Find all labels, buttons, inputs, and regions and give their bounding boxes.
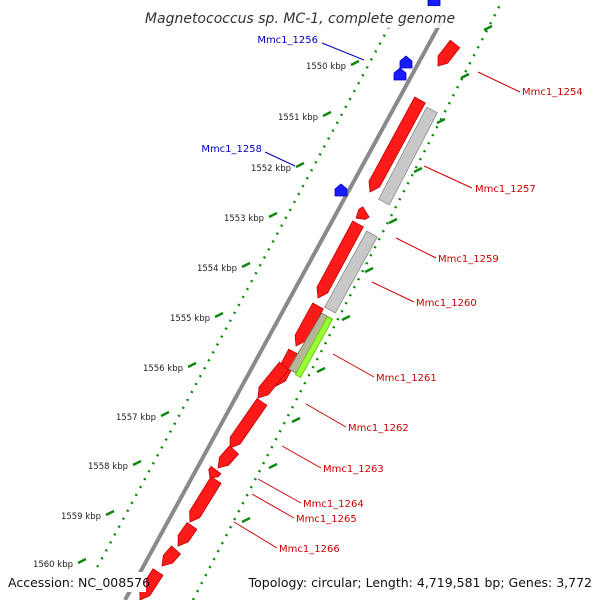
gene-label[interactable]: Mmc1_1257 <box>475 184 536 195</box>
gene-track <box>139 0 461 600</box>
reverse-gene-arrow <box>208 465 222 479</box>
gene-label[interactable]: Mmc1_1256 <box>257 35 318 46</box>
gene-label-leader <box>257 478 302 504</box>
footer-backdrop-left <box>4 572 146 592</box>
gene-label[interactable]: Mmc1_1261 <box>376 373 437 384</box>
reverse-gene-arrow <box>161 545 182 567</box>
kbp-tick-label: 1557 kbp <box>116 413 156 423</box>
gene-label-leader <box>305 403 347 428</box>
kbp-tick-label: 1555 kbp <box>170 314 210 324</box>
inner-tick-ring <box>191 4 502 600</box>
kbp-tick-mark <box>187 361 197 369</box>
gene-labels: Mmc1_1256 Mmc1_1258 Mmc1_1254 Mmc1_1257 Mmc1… <box>201 35 582 555</box>
inner-tick-mark <box>268 462 278 470</box>
kbp-tick-mark <box>214 311 224 319</box>
reverse-gene-arrow <box>355 206 370 220</box>
pseudo-gene-arrow <box>324 230 378 314</box>
reverse-gene-arrow <box>257 361 290 399</box>
rna-gene-arrow <box>427 0 441 7</box>
kbp-tick-mark <box>268 211 278 219</box>
inner-tick-mark <box>436 117 446 125</box>
rna-gene-arrow <box>334 183 348 197</box>
gene-label[interactable]: Mmc1_1263 <box>323 464 384 475</box>
gene-label-leader <box>395 237 437 259</box>
rna-gene-arrow <box>393 67 407 81</box>
reverse-gene-arrow <box>229 398 268 449</box>
gene-label-leader <box>264 151 296 167</box>
gene-label[interactable]: Mmc1_1264 <box>303 499 364 510</box>
reverse-gene-arrow <box>217 445 240 469</box>
kbp-tick-label: 1558 kbp <box>88 462 128 472</box>
reverse-gene-arrow <box>294 302 324 347</box>
kbp-tick-label: 1556 kbp <box>143 364 183 374</box>
map-title: Magnetococcus sp. MC-1, complete genome <box>145 11 455 27</box>
pseudo-gene-arrow <box>378 106 438 206</box>
genome-backbone <box>123 19 444 600</box>
gene-arrow-mmc1-1254 <box>437 39 461 67</box>
gene-label[interactable]: Mmc1_1260 <box>416 298 477 309</box>
gene-label[interactable]: Mmc1_1258 <box>201 144 262 155</box>
gene-label[interactable]: Mmc1_1262 <box>348 423 409 434</box>
gene-label[interactable]: Mmc1_1265 <box>296 514 357 525</box>
footer-backdrop-right <box>258 572 596 592</box>
kbp-tick-label: 1550 kbp <box>306 62 346 72</box>
kbp-tick-mark <box>132 459 142 467</box>
inner-tick-mark <box>413 166 423 174</box>
kbp-ticks: 1550 kbp 1551 kbp 1552 kbp 1553 kbp 1554 kbp… <box>33 24 493 570</box>
gene-label-leader <box>423 165 473 189</box>
kbp-tick-mark <box>295 161 305 169</box>
inner-tick-mark <box>241 516 251 524</box>
inner-tick-mark <box>388 217 398 225</box>
gene-label-leader <box>281 445 322 469</box>
accession-text: Accession: NC_008576 <box>8 575 150 590</box>
gene-label-leader <box>371 281 415 303</box>
kbp-tick-label: 1559 kbp <box>61 512 101 522</box>
gene-label-leader <box>477 71 521 93</box>
reverse-gene-arrow <box>177 522 198 547</box>
gene-label[interactable]: Mmc1_1254 <box>522 87 583 98</box>
kbp-tick-mark <box>160 410 170 418</box>
inner-tick-mark <box>316 366 326 374</box>
inner-tick-mark <box>364 266 374 274</box>
kbp-tick-label: 1551 kbp <box>278 113 318 123</box>
gene-label-leader <box>321 42 365 61</box>
inner-tick-mark <box>483 24 493 32</box>
rna-gene-arrow <box>399 55 413 69</box>
kbp-tick-mark <box>105 509 115 517</box>
gene-label[interactable]: Mmc1_1266 <box>279 544 340 555</box>
gene-label[interactable]: Mmc1_1259 <box>438 254 499 265</box>
reverse-gene-arrow <box>189 476 222 523</box>
reverse-gene-arrow <box>368 96 426 193</box>
topology-text: Topology: circular; Length: 4,719,581 bp… <box>248 575 592 590</box>
kbp-tick-mark <box>322 110 332 118</box>
title-backdrop <box>140 6 460 28</box>
kbp-tick-label: 1552 kbp <box>251 164 291 174</box>
kbp-tick-mark <box>241 261 251 269</box>
gene-label-leader <box>332 353 375 378</box>
gene-label-leader <box>233 521 278 549</box>
gene-label-leader <box>251 493 295 519</box>
kbp-tick-mark <box>77 557 87 565</box>
reverse-gene-arrow <box>316 220 364 299</box>
inner-tick-mark <box>460 72 470 80</box>
highlight-gene-arrow <box>294 316 334 378</box>
kbp-tick-label: 1560 kbp <box>33 560 73 570</box>
inner-tick-mark <box>341 314 351 322</box>
kbp-tick-mark <box>350 59 360 67</box>
kbp-tick-label: 1553 kbp <box>224 214 264 224</box>
outer-tick-ring <box>91 24 392 576</box>
inner-tick-mark <box>291 416 301 424</box>
kbp-tick-label: 1554 kbp <box>197 264 237 274</box>
